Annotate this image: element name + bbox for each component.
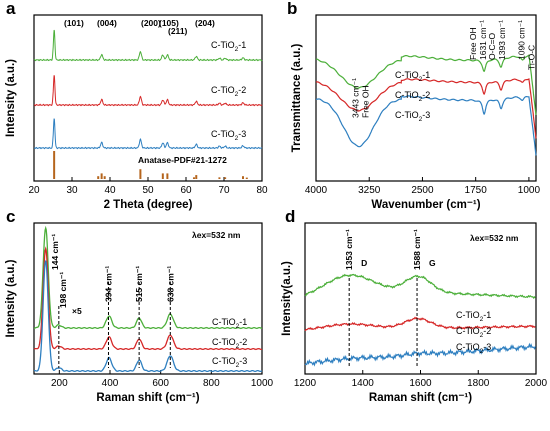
band-label: O-C=O	[487, 32, 497, 60]
peak-label: 144 cm⁻¹	[50, 234, 60, 270]
x-tick-label: 1600	[409, 378, 432, 389]
band-sub-label: G	[429, 258, 436, 268]
raman-dg-line-3	[304, 342, 536, 367]
series-label: C-TiO2-1	[456, 310, 491, 323]
y-axis-title: Intensity (a.u.)	[5, 59, 17, 137]
x-tick-label: 400	[102, 378, 119, 389]
x-tick-label: 80	[256, 185, 268, 196]
x-tick-label: 1000	[518, 185, 541, 196]
band-sub-label: D	[361, 258, 367, 268]
miller-index: (200)	[141, 18, 161, 28]
band-label: 3443 cm⁻¹	[351, 78, 361, 118]
miller-index: (204)	[195, 18, 215, 28]
band-label: 1090 cm⁻¹	[517, 20, 527, 60]
xrd-line-1	[33, 29, 263, 62]
panel-letter: a	[6, 0, 16, 18]
x-axis-title: 2 Theta (degree)	[104, 199, 193, 211]
x-tick-label: 2500	[411, 185, 434, 196]
panel-d: 1200 1400 1600 1800 2000 Raman shift (cm⁻¹) In…	[281, 222, 548, 404]
series-label: C-TiO2-2	[211, 85, 246, 98]
x-tick-label: 30	[66, 185, 78, 196]
x-tick-label: 1400	[352, 378, 375, 389]
raman-dg-line-2	[304, 316, 536, 332]
peak-label: 515 cm⁻¹	[134, 266, 144, 302]
band-label: 1353 cm⁻¹	[344, 229, 354, 270]
series-label: C-TiO2-1	[395, 70, 430, 83]
series-label: C-TiO2-3	[395, 110, 430, 123]
panel-b: 4000 3250 2500 1750 1000 Wavenumber (cm⁻¹) Tra…	[291, 14, 541, 211]
x-axis-title: Raman shift (cm⁻¹)	[369, 392, 472, 404]
x-axis-title: Raman shift (cm⁻¹)	[96, 392, 199, 404]
raman-line-1	[33, 225, 263, 330]
peak-label: 198 cm⁻¹	[58, 272, 68, 308]
band-label: Free OH	[468, 27, 478, 60]
panel-c: 200 400 600 800 1000 Raman shift (cm⁻¹) Intens…	[5, 222, 274, 404]
band-label: Ti-O-C	[527, 45, 537, 70]
y-axis-title: Transmittance (a.u.)	[291, 44, 303, 153]
x-axis-title: Wavenumber (cm⁻¹)	[371, 199, 480, 211]
miller-index: (105)	[159, 18, 179, 28]
x-tick-label: 70	[218, 185, 230, 196]
x-tick-label: 600	[152, 378, 169, 389]
excitation-label: λex=532 nm	[470, 233, 519, 243]
miller-index: (101)	[64, 18, 84, 28]
panel-letter: c	[6, 207, 15, 226]
plot-frame	[315, 14, 537, 182]
ftir-line-1	[315, 54, 537, 115]
series-label: C-TiO2-2	[212, 337, 247, 350]
panel-letter: d	[285, 207, 295, 226]
xrd-line-3	[33, 118, 263, 150]
x-tick-label: 4000	[305, 185, 328, 196]
x-tick-label: 1000	[251, 378, 274, 389]
x-tick-label: 1800	[467, 378, 490, 389]
series-label: C-TiO2-1	[212, 317, 247, 330]
panel-a: 20 30 40 50 60 70 80 2 Theta (degree) Intensity …	[5, 14, 268, 211]
excitation-label: λex=532 nm	[192, 230, 241, 240]
peak-label: 394 cm⁻¹	[103, 266, 113, 302]
band-label: Free OH	[361, 85, 371, 118]
miller-index: (004)	[97, 18, 117, 28]
x-tick-label: 3250	[358, 185, 381, 196]
x-tick-label: 1200	[294, 378, 317, 389]
series-label: C-TiO2-2	[456, 326, 491, 339]
x-tick-label: 200	[51, 378, 68, 389]
ftir-line-2	[315, 77, 537, 139]
band-label: 1588 cm⁻¹	[412, 229, 422, 270]
miller-index: (211)	[168, 26, 188, 36]
series-label: C-TiO2-3	[211, 129, 246, 142]
series-label: C-TiO2-3	[212, 356, 247, 369]
xrd-line-2	[33, 75, 263, 107]
x-tick-label: 60	[180, 185, 192, 196]
plot-frame	[33, 222, 263, 375]
x-tick-label: 50	[142, 185, 154, 196]
y-axis-title: Intensity (a.u.)	[5, 259, 17, 337]
peak-label: 638 cm⁻¹	[165, 266, 175, 302]
band-label: 1631 cm⁻¹	[478, 20, 488, 60]
band-label: 1393 cm⁻¹	[497, 20, 507, 60]
x-tick-label: 1750	[465, 185, 488, 196]
x-tick-label: 40	[104, 185, 116, 196]
series-label: C-TiO2-3	[456, 342, 491, 355]
raman-line-3	[33, 260, 263, 373]
series-label: C-TiO2-2	[395, 90, 430, 103]
x-tick-label: 2000	[525, 378, 548, 389]
x-tick-label: 800	[203, 378, 220, 389]
raman-line-2	[33, 246, 263, 351]
ftir-line-3	[316, 95, 537, 156]
reference-label: Anatase-PDF#21-1272	[138, 155, 227, 165]
x-tick-label: 20	[28, 185, 40, 196]
panel-letter: b	[287, 0, 297, 18]
raman-dg-line-1	[304, 273, 536, 299]
scale-note: ×5	[72, 306, 82, 316]
y-axis-title: Intensity(a.u.)	[281, 261, 293, 336]
series-label: C-TiO2-1	[211, 40, 246, 53]
